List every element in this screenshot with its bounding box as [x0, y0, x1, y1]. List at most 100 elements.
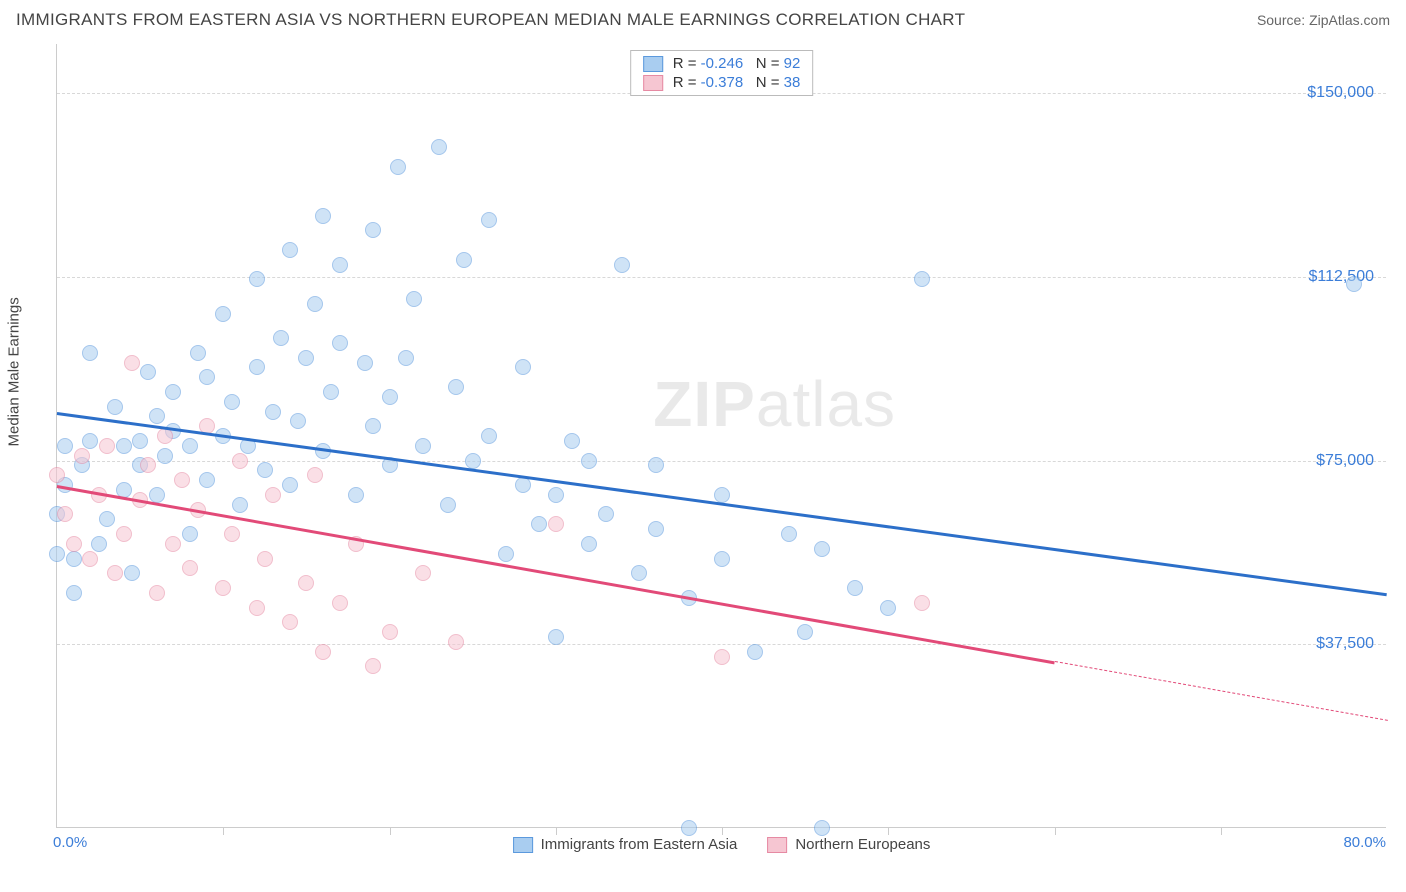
- scatter-point: [315, 644, 331, 660]
- legend-stats: R = -0.246 N = 92: [673, 55, 801, 72]
- scatter-point: [498, 546, 514, 562]
- scatter-point: [614, 257, 630, 273]
- trend-line: [57, 412, 1387, 596]
- x-tick: [722, 827, 723, 835]
- legend-row: R = -0.246 N = 92: [643, 55, 801, 72]
- scatter-point: [564, 433, 580, 449]
- scatter-point: [332, 257, 348, 273]
- scatter-point: [781, 526, 797, 542]
- scatter-point: [415, 438, 431, 454]
- scatter-point: [140, 364, 156, 380]
- scatter-point: [648, 521, 664, 537]
- scatter-point: [74, 448, 90, 464]
- scatter-point: [515, 477, 531, 493]
- scatter-point: [914, 271, 930, 287]
- scatter-point: [290, 413, 306, 429]
- scatter-point: [265, 487, 281, 503]
- x-tick: [1221, 827, 1222, 835]
- scatter-point: [390, 159, 406, 175]
- scatter-point: [581, 536, 597, 552]
- scatter-point: [323, 384, 339, 400]
- scatter-point: [448, 634, 464, 650]
- legend-item: Immigrants from Eastern Asia: [513, 836, 738, 853]
- scatter-point: [406, 291, 422, 307]
- scatter-point: [531, 516, 547, 532]
- y-tick-label: $75,000: [1316, 452, 1374, 470]
- scatter-point: [273, 330, 289, 346]
- legend-swatch: [643, 75, 663, 91]
- scatter-point: [814, 820, 830, 836]
- scatter-point: [140, 457, 156, 473]
- scatter-point: [182, 438, 198, 454]
- scatter-point: [107, 399, 123, 415]
- scatter-point: [265, 404, 281, 420]
- gridline: [57, 461, 1386, 462]
- scatter-point: [66, 585, 82, 601]
- scatter-point: [814, 541, 830, 557]
- scatter-point: [149, 585, 165, 601]
- scatter-point: [307, 467, 323, 483]
- chart-source: Source: ZipAtlas.com: [1257, 12, 1390, 28]
- scatter-point: [481, 212, 497, 228]
- scatter-point: [714, 487, 730, 503]
- scatter-point: [515, 359, 531, 375]
- scatter-point: [631, 565, 647, 581]
- x-tick: [888, 827, 889, 835]
- legend-swatch: [767, 837, 787, 853]
- scatter-point: [548, 516, 564, 532]
- y-tick-label: $150,000: [1307, 84, 1374, 102]
- scatter-point: [149, 487, 165, 503]
- scatter-point: [398, 350, 414, 366]
- scatter-point: [298, 575, 314, 591]
- scatter-point: [49, 546, 65, 562]
- legend-row: R = -0.378 N = 38: [643, 74, 801, 91]
- trend-line: [1054, 661, 1387, 721]
- scatter-point: [548, 487, 564, 503]
- x-tick: [1055, 827, 1056, 835]
- scatter-point: [348, 487, 364, 503]
- scatter-point: [714, 551, 730, 567]
- scatter-point: [307, 296, 323, 312]
- scatter-point: [465, 453, 481, 469]
- legend-series: Immigrants from Eastern Asia Northern Eur…: [513, 836, 931, 853]
- scatter-point: [914, 595, 930, 611]
- x-max-label: 80.0%: [1343, 834, 1386, 851]
- scatter-point: [648, 457, 664, 473]
- scatter-point: [282, 477, 298, 493]
- scatter-point: [1346, 276, 1362, 292]
- scatter-point: [82, 433, 98, 449]
- scatter-point: [190, 345, 206, 361]
- scatter-point: [365, 418, 381, 434]
- watermark: ZIPatlas: [653, 367, 896, 441]
- scatter-point: [157, 448, 173, 464]
- scatter-point: [66, 551, 82, 567]
- scatter-point: [57, 506, 73, 522]
- scatter-point: [365, 658, 381, 674]
- scatter-point: [107, 565, 123, 581]
- scatter-point: [215, 580, 231, 596]
- scatter-point: [548, 629, 564, 645]
- scatter-point: [249, 359, 265, 375]
- scatter-point: [365, 222, 381, 238]
- x-tick: [390, 827, 391, 835]
- scatter-point: [99, 511, 115, 527]
- x-tick: [223, 827, 224, 835]
- scatter-point: [116, 526, 132, 542]
- scatter-point: [431, 139, 447, 155]
- y-tick-label: $37,500: [1316, 635, 1374, 653]
- x-min-label: 0.0%: [53, 834, 87, 851]
- scatter-point: [315, 208, 331, 224]
- scatter-point: [124, 355, 140, 371]
- legend-item: Northern Europeans: [767, 836, 930, 853]
- scatter-point: [199, 472, 215, 488]
- scatter-point: [49, 467, 65, 483]
- scatter-point: [99, 438, 115, 454]
- scatter-point: [82, 551, 98, 567]
- scatter-point: [448, 379, 464, 395]
- scatter-point: [157, 428, 173, 444]
- scatter-point: [116, 438, 132, 454]
- scatter-point: [215, 306, 231, 322]
- scatter-point: [282, 242, 298, 258]
- scatter-point: [165, 536, 181, 552]
- scatter-point: [298, 350, 314, 366]
